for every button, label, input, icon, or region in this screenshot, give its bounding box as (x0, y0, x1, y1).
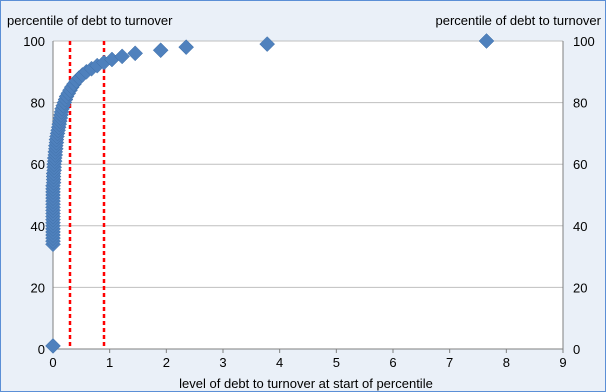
y-tick-label-right: 60 (573, 157, 587, 172)
x-tick-label: 7 (446, 355, 453, 370)
y-tick-label-left: 100 (23, 34, 45, 49)
y-tick-label-right: 20 (573, 280, 587, 295)
y-tick-label-left: 80 (31, 96, 45, 111)
y-tick-label-left: 20 (31, 280, 45, 295)
x-tick-label: 5 (333, 355, 340, 370)
x-tick-label: 0 (49, 355, 56, 370)
x-axis-label: level of debt to turnover at start of pe… (179, 376, 433, 391)
y-tick-label-left: 60 (31, 157, 45, 172)
x-tick-label: 1 (106, 355, 113, 370)
data-point (178, 39, 195, 56)
x-tick-label: 2 (163, 355, 170, 370)
data-point (45, 338, 61, 354)
x-tick-label: 8 (503, 355, 510, 370)
data-point (478, 33, 495, 49)
x-tick-label: 3 (219, 355, 226, 370)
y-tick-labels-right: 0 20 40 60 80 100 (573, 34, 595, 357)
gridlines (53, 40, 563, 350)
y-tick-label-right: 40 (573, 219, 587, 234)
plot-area (53, 41, 563, 349)
data-point (152, 42, 169, 59)
data-point (114, 48, 130, 65)
data-point (259, 36, 276, 52)
y-tick-label-left: 0 (38, 342, 45, 357)
y-tick-label-right: 80 (573, 96, 587, 111)
y-tick-label-right: 0 (573, 342, 580, 357)
data-point (127, 45, 144, 62)
x-tick-label: 9 (559, 355, 566, 370)
y-tick-labels-left: 0 20 40 60 80 100 (23, 34, 45, 357)
y-tick-label-right: 100 (573, 34, 595, 49)
y-axis-label-left: percentile of debt to turnover (7, 13, 173, 28)
data-points (45, 33, 495, 354)
y-tick-label-left: 40 (31, 219, 45, 234)
x-tick-label: 4 (276, 355, 283, 370)
x-tick-label: 6 (389, 355, 396, 370)
y-axis-label-right: percentile of debt to turnover (436, 13, 602, 28)
x-tick-labels: 0 1 2 3 4 5 6 7 8 9 (49, 349, 567, 370)
